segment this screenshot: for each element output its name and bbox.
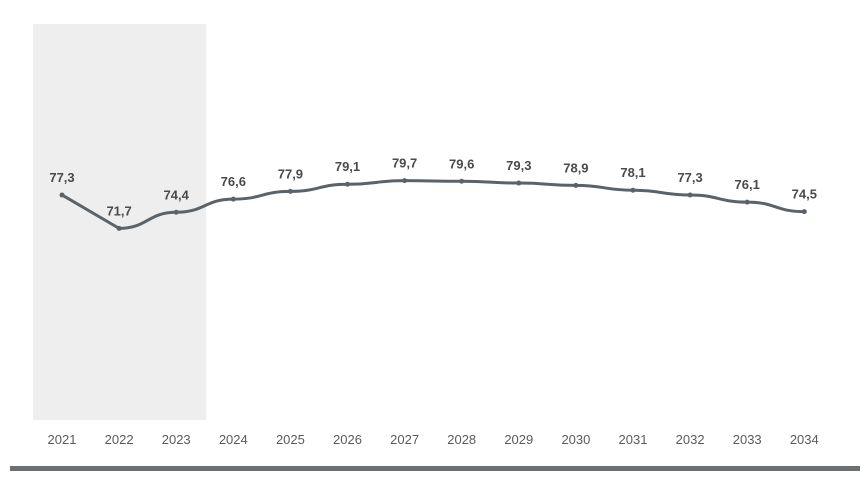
x-tick-label-2021: 2021 bbox=[48, 432, 77, 447]
data-point-2024 bbox=[230, 196, 236, 202]
data-point-2026 bbox=[345, 181, 350, 187]
x-tick-label-2028: 2028 bbox=[447, 432, 476, 447]
data-point-2029 bbox=[516, 180, 522, 186]
x-tick-label-2023: 2023 bbox=[162, 432, 191, 447]
value-label-2022: 71,7 bbox=[106, 203, 131, 218]
x-tick-label-2027: 2027 bbox=[390, 432, 419, 447]
x-tick-label-2029: 2029 bbox=[504, 432, 533, 447]
value-label-2024: 76,6 bbox=[221, 174, 246, 189]
value-label-2029: 79,3 bbox=[506, 158, 531, 173]
value-label-2023: 74,4 bbox=[164, 187, 190, 202]
data-point-2025 bbox=[287, 188, 293, 194]
x-tick-label-2033: 2033 bbox=[733, 432, 762, 447]
value-label-2027: 79,7 bbox=[392, 156, 417, 171]
value-labels-group: 77,3 71,7 74,4 76,6 77,9 79,1 79,7 79,6 79,3 78,9… bbox=[49, 156, 817, 219]
value-label-2032: 77,3 bbox=[677, 170, 702, 185]
x-tick-label-2030: 2030 bbox=[561, 432, 590, 447]
data-point-2033 bbox=[744, 199, 750, 205]
data-point-2032 bbox=[687, 192, 693, 198]
x-tick-label-2022: 2022 bbox=[105, 432, 134, 447]
value-label-2034: 74,5 bbox=[792, 187, 817, 202]
data-point-2023 bbox=[173, 209, 179, 215]
data-point-2022 bbox=[116, 225, 122, 231]
value-label-2028: 79,6 bbox=[449, 156, 474, 171]
value-label-2033: 76,1 bbox=[735, 177, 760, 192]
x-tick-label-2034: 2034 bbox=[790, 432, 819, 447]
bottom-rule bbox=[10, 466, 860, 471]
value-label-2031: 78,1 bbox=[620, 165, 645, 180]
data-point-2030 bbox=[573, 182, 579, 188]
x-tick-label-2025: 2025 bbox=[276, 432, 305, 447]
x-tick-label-2031: 2031 bbox=[619, 432, 648, 447]
data-point-2028 bbox=[459, 178, 465, 184]
value-label-2021: 77,3 bbox=[49, 170, 74, 185]
data-point-2034 bbox=[801, 209, 807, 215]
data-point-2021 bbox=[59, 192, 65, 198]
x-tick-label-2024: 2024 bbox=[219, 432, 248, 447]
x-tick-labels-group: 2021 2022 2023 2024 2025 2026 2027 2028 2029 2030… bbox=[48, 432, 819, 447]
value-label-2025: 77,9 bbox=[278, 166, 303, 181]
historical-highlight-band bbox=[33, 24, 207, 420]
x-tick-label-2026: 2026 bbox=[333, 432, 362, 447]
data-point-2031 bbox=[630, 187, 636, 193]
data-point-2027 bbox=[402, 178, 408, 184]
data-points-group bbox=[59, 178, 807, 231]
value-label-2030: 78,9 bbox=[563, 160, 588, 175]
x-tick-label-2032: 2032 bbox=[676, 432, 705, 447]
value-label-2026: 79,1 bbox=[335, 159, 360, 174]
